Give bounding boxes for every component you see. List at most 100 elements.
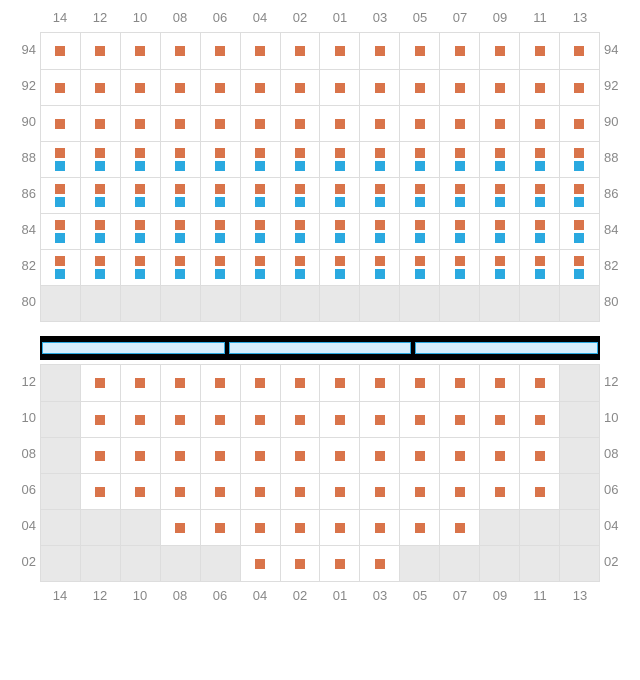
seat-cell[interactable]	[519, 474, 559, 509]
seat-cell[interactable]	[160, 178, 200, 213]
seat-cell[interactable]	[359, 70, 399, 105]
seat-cell[interactable]	[399, 178, 439, 213]
seat-cell[interactable]	[559, 250, 599, 285]
seat-cell[interactable]	[160, 510, 200, 545]
seat-cell[interactable]	[319, 33, 359, 69]
seat-cell[interactable]	[80, 70, 120, 105]
seat-cell[interactable]	[479, 402, 519, 437]
seat-cell[interactable]	[80, 214, 120, 249]
seat-cell[interactable]	[439, 178, 479, 213]
seat-cell[interactable]	[80, 438, 120, 473]
seat-cell[interactable]	[280, 365, 320, 401]
seat-cell[interactable]	[439, 402, 479, 437]
seat-cell[interactable]	[160, 365, 200, 401]
seat-cell[interactable]	[240, 142, 280, 177]
seat-cell[interactable]	[399, 214, 439, 249]
seat-cell[interactable]	[399, 365, 439, 401]
seat-cell[interactable]	[41, 70, 80, 105]
seat-cell[interactable]	[359, 106, 399, 141]
seat-cell[interactable]	[120, 33, 160, 69]
seat-cell[interactable]	[160, 214, 200, 249]
seat-cell[interactable]	[120, 402, 160, 437]
seat-cell[interactable]	[519, 250, 559, 285]
seat-cell[interactable]	[359, 142, 399, 177]
seat-cell[interactable]	[399, 438, 439, 473]
seat-cell[interactable]	[319, 178, 359, 213]
seat-cell[interactable]	[559, 142, 599, 177]
seat-cell[interactable]	[200, 365, 240, 401]
seat-cell[interactable]	[200, 214, 240, 249]
seat-cell[interactable]	[280, 178, 320, 213]
seat-cell[interactable]	[319, 365, 359, 401]
seat-cell[interactable]	[41, 214, 80, 249]
seat-cell[interactable]	[80, 142, 120, 177]
seat-cell[interactable]	[479, 474, 519, 509]
seat-cell[interactable]	[359, 365, 399, 401]
seat-cell[interactable]	[399, 142, 439, 177]
seat-cell[interactable]	[280, 438, 320, 473]
seat-cell[interactable]	[240, 474, 280, 509]
seat-cell[interactable]	[120, 250, 160, 285]
seat-cell[interactable]	[200, 438, 240, 473]
seat-cell[interactable]	[120, 70, 160, 105]
seat-cell[interactable]	[280, 142, 320, 177]
seat-cell[interactable]	[41, 106, 80, 141]
seat-cell[interactable]	[319, 402, 359, 437]
seat-cell[interactable]	[359, 474, 399, 509]
seat-cell[interactable]	[479, 106, 519, 141]
seat-cell[interactable]	[439, 214, 479, 249]
seat-cell[interactable]	[200, 474, 240, 509]
seat-cell[interactable]	[399, 402, 439, 437]
seat-cell[interactable]	[80, 402, 120, 437]
seat-cell[interactable]	[479, 365, 519, 401]
seat-cell[interactable]	[280, 70, 320, 105]
seat-cell[interactable]	[319, 106, 359, 141]
seat-cell[interactable]	[80, 365, 120, 401]
seat-cell[interactable]	[280, 474, 320, 509]
seat-cell[interactable]	[200, 70, 240, 105]
seat-cell[interactable]	[439, 142, 479, 177]
seat-cell[interactable]	[240, 510, 280, 545]
seat-cell[interactable]	[160, 106, 200, 141]
seat-cell[interactable]	[240, 402, 280, 437]
seat-cell[interactable]	[80, 474, 120, 509]
seat-cell[interactable]	[160, 142, 200, 177]
seat-cell[interactable]	[240, 106, 280, 141]
seat-cell[interactable]	[399, 70, 439, 105]
seat-cell[interactable]	[559, 178, 599, 213]
seat-cell[interactable]	[41, 178, 80, 213]
seat-cell[interactable]	[240, 214, 280, 249]
seat-cell[interactable]	[240, 70, 280, 105]
seat-cell[interactable]	[41, 250, 80, 285]
seat-cell[interactable]	[319, 142, 359, 177]
seat-cell[interactable]	[240, 365, 280, 401]
seat-cell[interactable]	[519, 33, 559, 69]
seat-cell[interactable]	[280, 33, 320, 69]
seat-cell[interactable]	[319, 510, 359, 545]
seat-cell[interactable]	[240, 250, 280, 285]
seat-cell[interactable]	[120, 365, 160, 401]
seat-cell[interactable]	[120, 438, 160, 473]
seat-cell[interactable]	[359, 402, 399, 437]
seat-cell[interactable]	[280, 546, 320, 581]
seat-cell[interactable]	[559, 33, 599, 69]
seat-cell[interactable]	[160, 33, 200, 69]
seat-cell[interactable]	[80, 33, 120, 69]
seat-cell[interactable]	[559, 106, 599, 141]
seat-cell[interactable]	[479, 438, 519, 473]
seat-cell[interactable]	[559, 214, 599, 249]
seat-cell[interactable]	[359, 250, 399, 285]
seat-cell[interactable]	[439, 106, 479, 141]
seat-cell[interactable]	[120, 142, 160, 177]
seat-cell[interactable]	[439, 510, 479, 545]
seat-cell[interactable]	[280, 250, 320, 285]
seat-cell[interactable]	[319, 214, 359, 249]
seat-cell[interactable]	[120, 214, 160, 249]
seat-cell[interactable]	[359, 178, 399, 213]
seat-cell[interactable]	[200, 510, 240, 545]
seat-cell[interactable]	[200, 178, 240, 213]
seat-cell[interactable]	[519, 106, 559, 141]
seat-cell[interactable]	[160, 70, 200, 105]
seat-cell[interactable]	[160, 250, 200, 285]
seat-cell[interactable]	[200, 402, 240, 437]
